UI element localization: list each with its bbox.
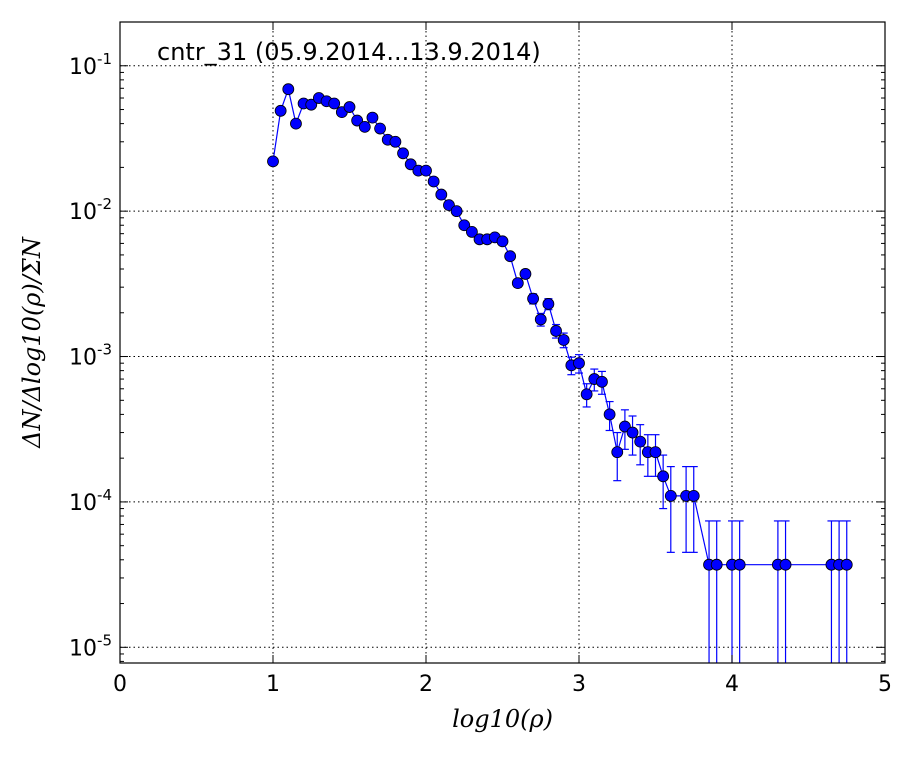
y-tick-label: 10-3	[69, 341, 112, 371]
y-tick-label: 10-1	[69, 50, 112, 80]
data-point	[580, 388, 593, 401]
data-point	[603, 408, 616, 421]
data-point	[328, 97, 341, 110]
data-point	[420, 164, 432, 177]
x-tick-label: 3	[572, 672, 586, 697]
data-point	[305, 98, 318, 111]
y-tick-label: 10-4	[69, 486, 112, 516]
data-point	[274, 104, 287, 117]
data-point	[573, 357, 585, 370]
y-axis-label: ΔN/Δlog10(ρ)/ΣN	[18, 236, 46, 449]
data-point	[374, 122, 387, 135]
x-tick-label: 1	[266, 672, 280, 697]
x-tick-label: 2	[419, 672, 433, 697]
x-tick-label: 4	[725, 672, 739, 697]
x-tick-label: 0	[113, 672, 127, 697]
grid-lines	[119, 22, 886, 663]
data-point	[550, 325, 562, 337]
data-point	[611, 446, 624, 459]
data-point	[427, 175, 440, 188]
data-point	[290, 117, 302, 130]
data-point	[450, 205, 463, 218]
data-point	[710, 558, 723, 571]
data-point	[840, 558, 853, 571]
data-point	[626, 426, 639, 439]
plot-area-frame	[119, 21, 886, 664]
data-point	[634, 435, 647, 448]
data-point	[282, 83, 295, 96]
y-tick-labels: 10-1 10-2 10-3 10-4 10-5	[69, 50, 112, 662]
data-point	[649, 446, 662, 459]
data-point	[504, 250, 517, 263]
data-point	[519, 268, 532, 280]
data-point	[496, 235, 509, 248]
data-point	[465, 225, 478, 238]
data-point	[267, 155, 279, 168]
data-point	[534, 313, 547, 326]
tick-marks	[119, 21, 886, 663]
data-point	[351, 114, 364, 127]
data-point	[733, 558, 746, 571]
x-axis-label: log10(ρ)	[452, 705, 553, 733]
data-point	[397, 147, 409, 160]
data-point	[404, 158, 417, 171]
data-point	[657, 470, 670, 483]
data-point	[435, 188, 448, 201]
data-point	[779, 558, 792, 571]
data-point	[389, 135, 402, 148]
x-tick-labels: 0 1 2 3 4 5	[113, 672, 892, 697]
series-0	[267, 83, 853, 663]
data-point	[343, 101, 356, 113]
data-point	[366, 111, 379, 124]
data-point	[687, 490, 700, 502]
data-point	[458, 219, 471, 232]
data-point	[557, 334, 570, 346]
y-tick-label: 10-5	[69, 631, 112, 661]
data-point	[664, 490, 677, 502]
data-point	[596, 375, 608, 388]
data-point	[542, 298, 555, 310]
data-point	[358, 120, 371, 133]
series-line	[272, 87, 847, 566]
data-point	[511, 277, 524, 289]
x-tick-label: 5	[878, 672, 892, 697]
chart-title: cntr_31 (05.9.2014...13.9.2014)	[157, 38, 541, 66]
y-tick-label: 10-2	[69, 195, 112, 225]
data-point	[527, 292, 539, 305]
